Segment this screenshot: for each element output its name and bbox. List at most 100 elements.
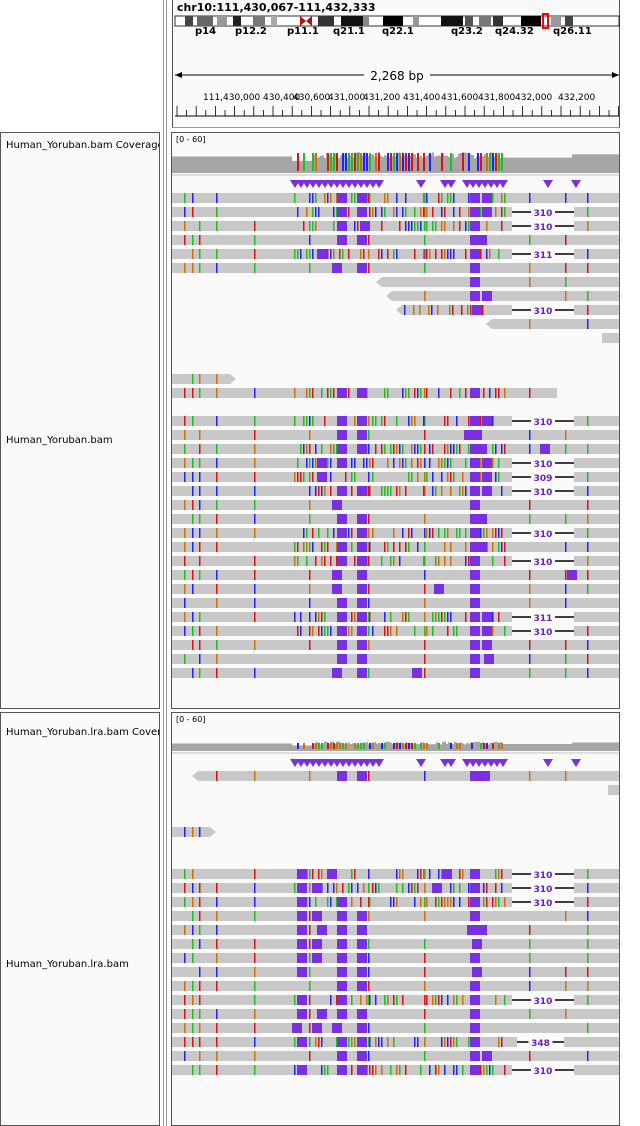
mismatch (216, 1051, 218, 1061)
coverage-mismatch (315, 743, 317, 749)
coverage-mismatch (330, 153, 332, 171)
mismatch (504, 207, 506, 217)
mismatch (417, 388, 419, 398)
mismatch (192, 981, 194, 991)
mismatch (184, 458, 186, 468)
track-name-coverage-1[interactable]: Human_Yoruban.bam Coverage (6, 140, 160, 151)
mismatch (372, 472, 374, 482)
mismatch (184, 193, 186, 203)
panel-divider[interactable] (163, 0, 167, 1126)
mismatch (354, 556, 356, 566)
coverage-bar (550, 157, 552, 173)
insertion-block (470, 542, 480, 552)
mismatch (199, 1009, 201, 1019)
mismatch (424, 953, 426, 963)
mismatch (447, 612, 449, 622)
track-name-alignment-1[interactable]: Human_Yoruban.bam (6, 435, 113, 446)
coverage-bar (250, 156, 252, 173)
coverage-bar (554, 157, 556, 173)
insertion-block (312, 939, 322, 949)
mismatch (587, 263, 589, 273)
mismatch (369, 458, 371, 468)
mismatch (348, 207, 350, 217)
mismatch (309, 542, 311, 552)
mismatch (199, 514, 201, 524)
coverage-bar (562, 157, 564, 173)
mismatch (424, 388, 426, 398)
mismatch (357, 883, 359, 893)
mismatch (368, 939, 370, 949)
coverage-bar (596, 742, 598, 751)
mismatch (587, 528, 589, 538)
insertion-block (357, 911, 367, 921)
insertion-block (337, 995, 347, 1005)
insertion-block (470, 291, 480, 301)
coverage-bar (618, 742, 619, 751)
coverage-mismatch (468, 153, 470, 171)
insertion-block (357, 528, 367, 538)
coverage-bar (466, 153, 468, 173)
insertion-triangle (571, 180, 581, 188)
data-panel-2[interactable]: [0 - 60] 310 310 310 310 348 310 (171, 712, 620, 1126)
coverage-mismatch (312, 743, 314, 749)
track-name-alignment-2[interactable]: Human_Yoruban.lra.bam (6, 959, 129, 970)
mismatch (294, 249, 296, 259)
mismatch (420, 388, 422, 398)
coverage-bar (202, 156, 204, 173)
mismatch (459, 897, 461, 907)
data-panel-1[interactable]: [0 - 60] 310 310 311 310 310 310 309 310 310 310 3… (171, 132, 620, 709)
read-body (172, 1051, 619, 1061)
mismatch (489, 388, 491, 398)
cytoband (233, 16, 241, 26)
mismatch (459, 869, 461, 879)
mismatch (345, 472, 347, 482)
coverage-mismatch (303, 153, 305, 171)
mismatch (375, 444, 377, 454)
coverage-bar (300, 745, 302, 751)
read (172, 542, 619, 552)
coverage-bar (270, 156, 272, 173)
coverage-bar (288, 156, 290, 173)
coverage-bar (602, 742, 604, 751)
mismatch (480, 207, 482, 217)
mismatch (417, 1037, 419, 1047)
coverage-bar (320, 155, 322, 173)
mismatch (587, 925, 589, 935)
coverage-mismatch (480, 743, 482, 749)
mismatch (456, 444, 458, 454)
read-body (198, 771, 619, 781)
ruler-panel[interactable]: chr10:111,430,067-111,432,333 2,268 bp 1… (172, 0, 620, 128)
read-body (172, 1009, 619, 1019)
mismatch (199, 444, 201, 454)
insertion-block (297, 883, 307, 893)
name-panel-2[interactable]: Human_Yoruban.lra.bam Coverage Human_Yor… (0, 712, 160, 1126)
read (172, 654, 619, 664)
mismatch (348, 249, 350, 259)
coverage-bar (496, 741, 498, 751)
mismatch (324, 1065, 326, 1075)
mismatch (321, 869, 323, 879)
mismatch (368, 472, 370, 482)
mismatch (327, 897, 329, 907)
mismatch (468, 897, 470, 907)
track-name-coverage-2[interactable]: Human_Yoruban.lra.bam Coverage (6, 727, 159, 738)
mismatch (424, 598, 426, 608)
insertion-block (337, 967, 347, 977)
mismatch (309, 598, 311, 608)
mismatch (441, 221, 443, 231)
coverage-bar (280, 743, 282, 751)
ideogram-and-ruler[interactable] (173, 0, 621, 128)
coverage-bar (522, 157, 524, 173)
mismatch (438, 869, 440, 879)
mismatch (480, 1065, 482, 1075)
mismatch (327, 458, 329, 468)
coverage-bar (184, 743, 186, 751)
coverage-bar (610, 154, 612, 173)
name-panel-1[interactable]: Human_Yoruban.bam Coverage Human_Yoruban… (0, 132, 160, 709)
coverage-mismatch (327, 743, 329, 749)
insertion-marker-row (290, 759, 581, 767)
mismatch (324, 612, 326, 622)
coverage-mismatch (336, 153, 338, 171)
